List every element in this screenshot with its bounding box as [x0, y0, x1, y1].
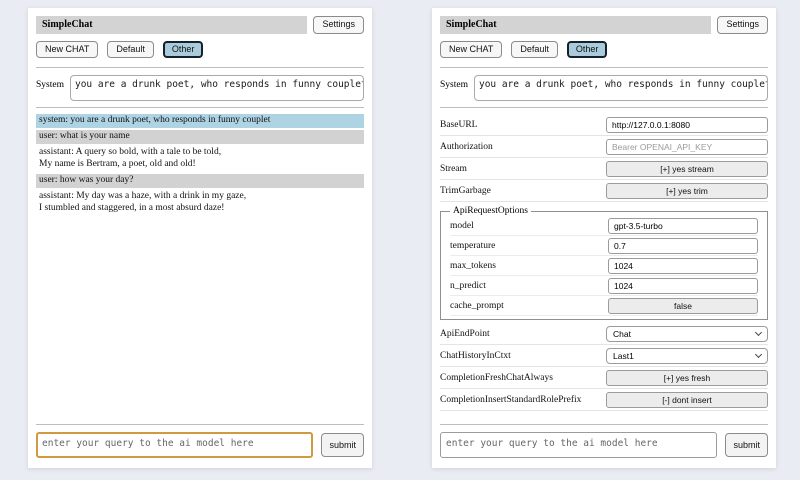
api-request-options-group: ApiRequestOptions model temperature max_…	[440, 206, 768, 321]
new-chat-button[interactable]: New CHAT	[440, 40, 503, 59]
setting-row-api-endpoint: ApiEndPoint Chat	[440, 323, 768, 346]
divider	[36, 424, 364, 425]
chat-history-in-ctxt-select[interactable]: Last1	[606, 347, 768, 364]
n-predict-label: n_predict	[450, 280, 486, 291]
submit-button[interactable]: submit	[321, 433, 364, 457]
settings-button[interactable]: Settings	[717, 16, 768, 34]
session-toolbar: New CHAT Default Other	[440, 40, 768, 59]
divider	[440, 107, 768, 109]
completion-fresh-chat-always-label: CompletionFreshChatAlways	[440, 372, 553, 383]
setting-row-n-predict: n_predict	[450, 276, 758, 297]
model-label: model	[450, 220, 474, 231]
completion-insert-toggle-button[interactable]: [-] dont insert	[606, 391, 768, 408]
chat-header: SimpleChat Settings	[36, 16, 364, 34]
chat-history: system: you are a drunk poet, who respon…	[36, 114, 364, 420]
settings-panel: SimpleChat Settings New CHAT Default Oth…	[432, 8, 776, 468]
divider	[440, 424, 768, 425]
setting-row-max-tokens: max_tokens	[450, 256, 758, 277]
system-prompt-row: System you are a drunk poet, who respond…	[440, 75, 768, 102]
system-prompt-input[interactable]: you are a drunk poet, who responds in fu…	[473, 75, 768, 102]
divider	[36, 67, 364, 69]
stream-label: Stream	[440, 163, 467, 174]
app-title: SimpleChat	[36, 16, 308, 34]
session-tab-default[interactable]: Default	[107, 40, 154, 59]
authorization-label: Authorization	[440, 141, 493, 152]
settings-button[interactable]: Settings	[313, 16, 364, 34]
query-input[interactable]	[36, 432, 314, 458]
session-tab-other[interactable]: Other	[162, 40, 204, 59]
new-chat-button[interactable]: New CHAT	[36, 40, 99, 59]
setting-row-trimgarbage: TrimGarbage [+] yes trim	[440, 180, 768, 203]
api-endpoint-select[interactable]: Chat	[606, 325, 768, 342]
query-row: submit	[36, 432, 364, 458]
divider	[440, 67, 768, 69]
chat-message-user: user: how was your day?	[36, 173, 364, 188]
setting-row-baseurl: BaseURL	[440, 114, 768, 137]
model-input[interactable]	[608, 217, 758, 234]
cache-prompt-label: cache_prompt	[450, 300, 504, 311]
authorization-input[interactable]	[606, 138, 768, 155]
cache-prompt-toggle-button[interactable]: false	[608, 297, 758, 314]
chat-message-assistant: assistant: A query so bold, with a tale …	[39, 147, 222, 169]
session-tab-other[interactable]: Other	[566, 40, 608, 59]
max-tokens-label: max_tokens	[450, 260, 496, 271]
api-endpoint-label: ApiEndPoint	[440, 328, 490, 339]
chevron-down-icon	[754, 351, 763, 359]
baseurl-label: BaseURL	[440, 119, 478, 130]
query-input[interactable]	[440, 432, 718, 458]
chat-message-assistant: assistant: My day was a haze, with a dri…	[39, 190, 247, 213]
system-prompt-input[interactable]: you are a drunk poet, who responds in fu…	[69, 75, 364, 102]
chat-message-system: system: you are a drunk poet, who respon…	[36, 114, 364, 129]
chat-panel: SimpleChat Settings New CHAT Default Oth…	[28, 8, 372, 468]
session-tab-default[interactable]: Default	[511, 40, 558, 59]
setting-row-chat-history-in-ctxt: ChatHistoryInCtxt Last1	[440, 345, 768, 368]
setting-row-completion-fresh-chat-always: CompletionFreshChatAlways [+] yes fresh	[440, 367, 768, 390]
trimgarbage-toggle-button[interactable]: [+] yes trim	[606, 182, 768, 199]
n-predict-input[interactable]	[608, 277, 758, 294]
system-prompt-label: System	[440, 80, 468, 91]
chat-message-user: user: what is your name	[36, 130, 364, 145]
chevron-down-icon	[754, 329, 763, 337]
chat-history-in-ctxt-label: ChatHistoryInCtxt	[440, 350, 511, 361]
stream-toggle-button[interactable]: [+] yes stream	[606, 160, 768, 177]
system-prompt-row: System you are a drunk poet, who respond…	[36, 75, 364, 102]
max-tokens-input[interactable]	[608, 257, 758, 274]
baseurl-input[interactable]	[606, 116, 768, 133]
system-prompt-label: System	[36, 80, 64, 91]
settings-form: BaseURL Authorization Stream [+] yes str…	[440, 114, 768, 420]
completion-fresh-toggle-button[interactable]: [+] yes fresh	[606, 369, 768, 386]
setting-row-stream: Stream [+] yes stream	[440, 158, 768, 181]
setting-row-completion-insert-standard-role-prefix: CompletionInsertStandardRolePrefix [-] d…	[440, 389, 768, 412]
submit-button[interactable]: submit	[725, 433, 768, 457]
chat-history-selected-value: Last1	[613, 350, 634, 361]
temperature-input[interactable]	[608, 237, 758, 254]
temperature-label: temperature	[450, 240, 496, 251]
query-row: submit	[440, 432, 768, 458]
setting-row-cache-prompt: cache_prompt false	[450, 296, 758, 317]
api-endpoint-selected-value: Chat	[613, 328, 631, 339]
session-toolbar: New CHAT Default Other	[36, 40, 364, 59]
setting-row-temperature: temperature	[450, 236, 758, 257]
divider	[36, 107, 364, 109]
setting-row-authorization: Authorization	[440, 136, 768, 159]
completion-insert-standard-role-prefix-label: CompletionInsertStandardRolePrefix	[440, 394, 582, 405]
settings-header: SimpleChat Settings	[440, 16, 768, 34]
trimgarbage-label: TrimGarbage	[440, 185, 491, 196]
api-request-options-legend: ApiRequestOptions	[453, 206, 528, 217]
app-title: SimpleChat	[440, 16, 712, 34]
setting-row-model: model	[450, 216, 758, 237]
